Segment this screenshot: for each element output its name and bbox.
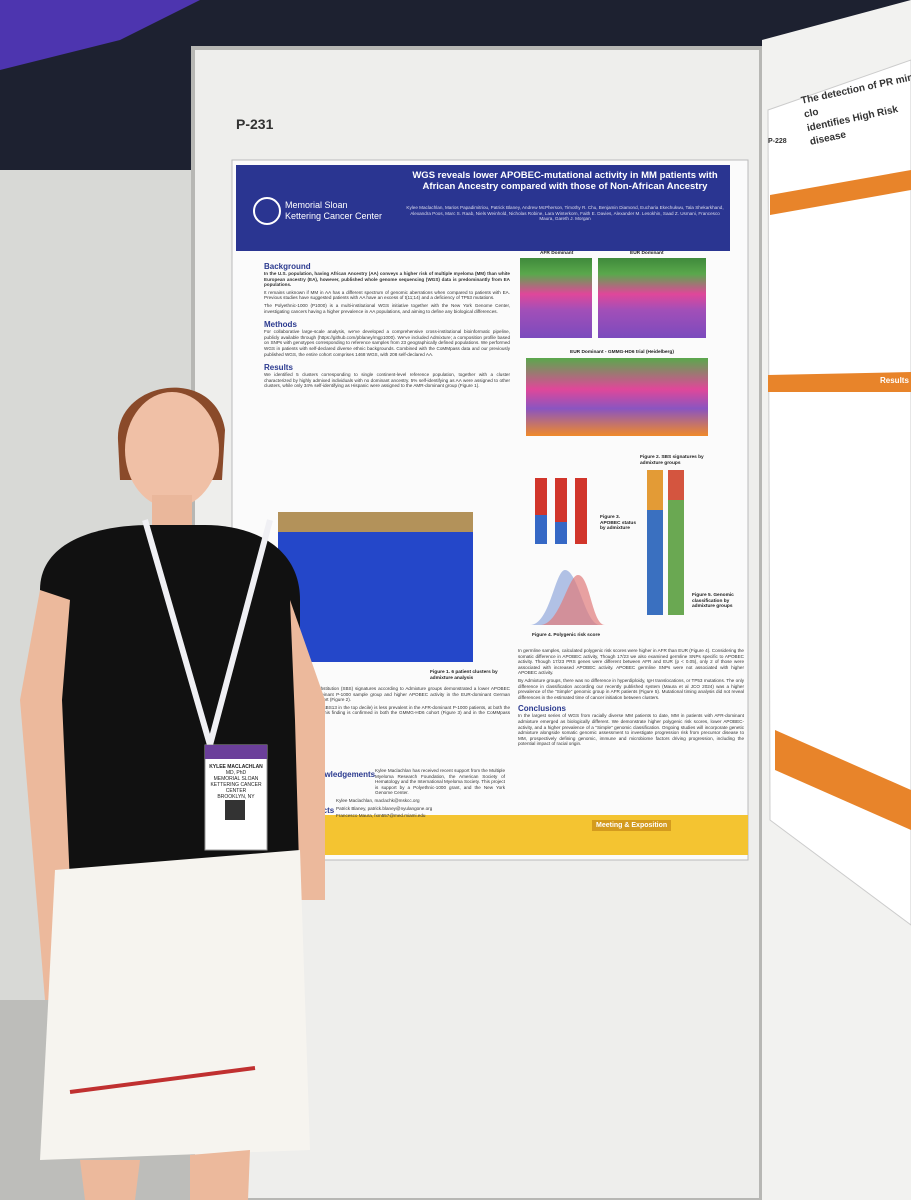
skirt <box>40 850 310 1160</box>
purple-light <box>0 0 200 70</box>
badge-header <box>205 745 267 759</box>
paragraph: It remains unknown if MM in AA has a dif… <box>264 289 510 301</box>
figure-5-bar <box>668 470 684 615</box>
paragraph: By Admixture groups, there was no differ… <box>518 677 744 700</box>
figure-3-bar <box>535 515 547 544</box>
figure-5-bar <box>647 470 663 510</box>
figure-1-heatmap <box>278 512 473 662</box>
figure-2-plot <box>526 358 708 436</box>
contact: Kylee Maclachlan, maclachk@mskcc.org <box>336 798 420 803</box>
figure-1-heatmap <box>278 512 473 532</box>
institution: Memorial Sloan Kettering Cancer Center <box>285 200 383 221</box>
figure-caption: Figure 1. 6 patient clusters by admixtur… <box>430 670 498 681</box>
neighbor-board-number: P-228 <box>768 138 787 145</box>
badge-text: KYLEE MACLACHLAN MD, PhD MEMORIAL SLOAN … <box>205 764 267 800</box>
figure-3-bar <box>555 522 567 544</box>
logo <box>253 197 281 225</box>
paragraph: For collaborative large-scale analysis, … <box>264 329 510 357</box>
badge-name: KYLEE MACLACHLAN <box>209 764 263 770</box>
paragraph: Kylee Maclachlan has received recent sup… <box>375 768 505 796</box>
skirt-stripe <box>69 1066 256 1094</box>
contact: Francesco Maura, fxm557@med.miami.edu <box>336 813 426 819</box>
figure-caption: Figure 5. Genomic classification by admi… <box>692 593 734 610</box>
figure-caption: Figure 2. SBS signatures by admixture gr… <box>640 455 704 466</box>
badge-city: BROOKLYN, NY <box>217 794 255 800</box>
badge-degree: MD, PhD <box>225 770 247 776</box>
section-heading: Conclusions <box>518 704 567 714</box>
footer-label: Meeting & Exposition <box>592 820 672 831</box>
section-heading: Methods <box>264 320 297 330</box>
neighbor-section: Results <box>880 376 909 385</box>
figure-3-bar <box>575 478 587 544</box>
figure-caption: Figure 3. APOBEC status by admixture <box>600 515 636 532</box>
figure-label: EUR Dominant - GMMG-HD6 trial (Heidelber… <box>570 350 674 355</box>
arm <box>290 600 325 900</box>
neighbor-band <box>770 170 911 215</box>
section-heading: Acknowledgements <box>300 770 376 779</box>
figure-5-bar <box>668 470 684 500</box>
paragraph: In germline samples, calculated polygeni… <box>518 648 744 676</box>
paragraph: We identified 5 clusters corresponding t… <box>264 372 510 389</box>
face <box>125 392 219 508</box>
column: Background In the U.S. population, havin… <box>264 262 510 391</box>
paragraph: The Polyethnic-1000 (P1000) is a multi-i… <box>264 302 510 314</box>
section-heading: Background <box>264 262 311 271</box>
paragraph: In the U.S. population, having African A… <box>264 271 510 288</box>
contacts: Kylee Maclachlan, maclachk@mskcc.org Pat… <box>336 798 496 821</box>
board-number: P-231 <box>236 116 274 132</box>
badge <box>204 744 268 851</box>
figure-caption: Figure 4. Polygenic risk score <box>532 633 600 638</box>
paragraph: In the largest series of WGS from racial… <box>518 713 744 747</box>
figure-4-curve <box>540 575 605 625</box>
section-heading: Results <box>264 363 293 373</box>
badge-organization: MEMORIAL SLOAN KETTERING CANCER CENTER <box>210 776 262 794</box>
column: In germline samples, calculated polygeni… <box>518 648 744 749</box>
figure-2-plot <box>520 258 592 338</box>
neighbor-band <box>775 730 911 830</box>
poster-title: WGS reveals lower APOBEC-mutational acti… <box>412 170 718 192</box>
poster-header <box>236 165 730 251</box>
leg <box>190 1150 250 1200</box>
figure-label: AFR Dominant <box>540 251 574 256</box>
neighbor-band <box>768 372 911 392</box>
authors: Kylee Maclachlan, Marios Papadimitriou, … <box>406 205 724 221</box>
leg <box>80 1160 140 1200</box>
figure-label: EUR Dominant <box>630 251 664 256</box>
badge-qr <box>225 800 245 820</box>
contact: Patrick Blaney, patrick.blaney@nyulangon… <box>336 805 433 811</box>
figure-2-plot <box>598 258 706 338</box>
neighbor-poster <box>767 59 911 926</box>
